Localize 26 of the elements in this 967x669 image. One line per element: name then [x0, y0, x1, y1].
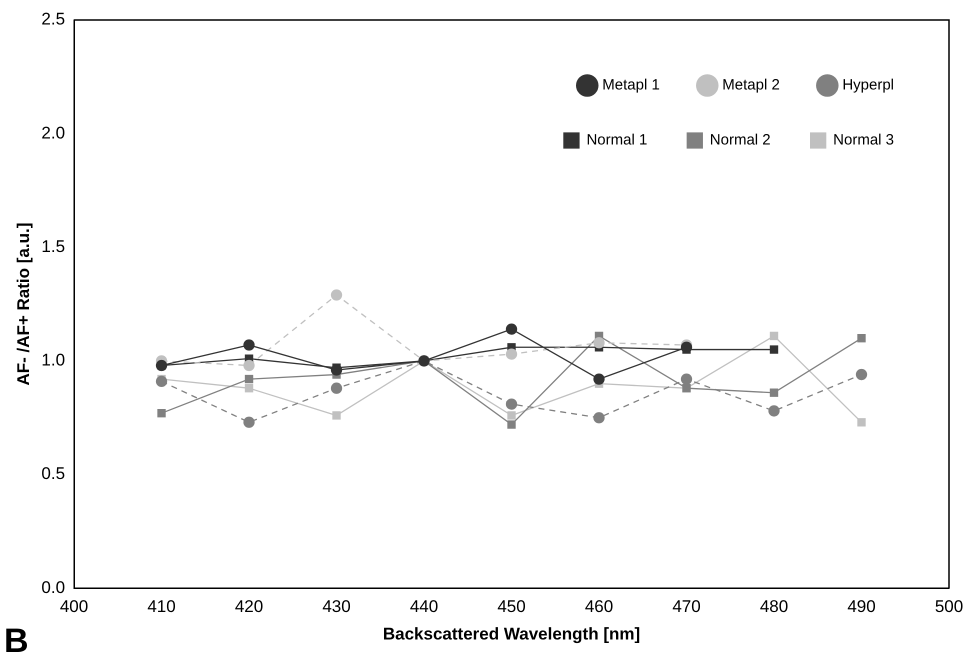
y-axis-title: AF- /AF+ Ratio [a.u.] [14, 222, 33, 386]
x-tick-label: 480 [760, 597, 788, 616]
x-tick-label: 420 [234, 597, 264, 616]
legend-label: Normal 2 [710, 132, 771, 149]
y-tick-label: 1.5 [41, 236, 66, 256]
legend-label: Normal 3 [833, 132, 894, 149]
legend-label: Hyperpl [842, 76, 894, 94]
x-tick-label: 460 [584, 597, 614, 616]
legend-label: Metapl 1 [602, 76, 660, 94]
x-tick-label: 430 [322, 597, 351, 616]
x-tick-label: 470 [672, 597, 701, 616]
x-tick-label: 490 [847, 597, 876, 616]
x-tick-label: 410 [147, 597, 176, 616]
text: B [4, 622, 29, 661]
y-tick-label: 0.5 [41, 464, 66, 484]
legend-label: Normal 1 [586, 132, 648, 149]
y-tick-label: 1.0 [41, 350, 66, 370]
y-tick-label: 2.5 [41, 10, 66, 29]
x-tick-label: 450 [497, 597, 526, 616]
x-axis-title: Backscattered Wavelength [nm] [382, 624, 640, 644]
y-tick-label: 0.0 [41, 578, 66, 597]
legend-label: Metapl 2 [722, 76, 780, 94]
x-tick-label: 400 [60, 597, 88, 616]
y-tick-label: 2.0 [41, 123, 66, 142]
x-tick-label: 500 [934, 597, 964, 616]
x-tick-label: 440 [410, 597, 438, 616]
